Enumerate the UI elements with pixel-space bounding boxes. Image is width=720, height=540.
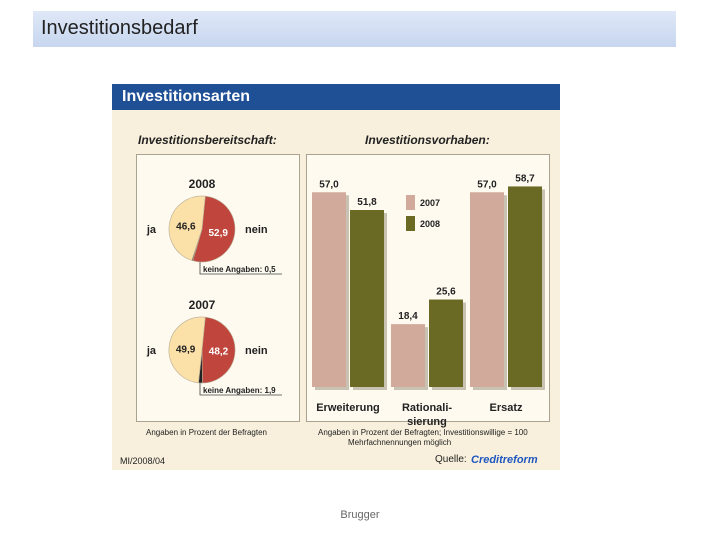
bar-value-2008-Rationalisierung: 25,6	[436, 287, 456, 298]
pie-callout-line	[199, 262, 282, 275]
pie-value-nein: 52,9	[208, 228, 228, 239]
pie-slice-ja-2007	[168, 316, 206, 384]
bar-value-2007-Ersatz: 57,0	[477, 179, 497, 190]
pie-slice-ja-2008	[168, 195, 206, 261]
category-label-Rationalisierung: Rationali-	[402, 402, 452, 414]
bar-2008-Rationalisierung	[429, 299, 463, 387]
figure-banner	[112, 84, 560, 110]
legend-label-2008: 2008	[420, 219, 440, 229]
pie-title-2008: 2008	[189, 177, 216, 191]
left-footnote: Angaben in Prozent der Befragten	[146, 428, 267, 437]
bar-chart: 57,0 51,8 Erweiterung 18,4 25,6 Rationali-sie…	[312, 173, 545, 428]
source-brand: Creditreform	[471, 454, 538, 466]
pie-label-ja: ja	[146, 224, 157, 236]
bar-2007-Rationalisierung	[391, 324, 425, 387]
bar-2007-Ersatz	[470, 192, 504, 387]
bar-value-2007-Erweiterung: 57,0	[319, 179, 339, 190]
right-panel-heading: Investitionsvorhaben:	[365, 133, 490, 147]
category-label-Rationalisierung: sierung	[407, 416, 447, 428]
figure-title: Investitionsarten	[122, 88, 251, 105]
legend-swatch-2007	[406, 195, 415, 210]
figure-code: MI/2008/04	[120, 456, 166, 466]
bar-2008-Erweiterung	[350, 210, 384, 387]
chart-figure: Investitionsarten Investitionsbereitscha…	[112, 84, 560, 470]
category-label-Ersatz: Ersatz	[489, 402, 523, 414]
slide-footer: Brugger	[340, 509, 380, 521]
pie-charts: 2008 46,6 52,9 ja nein keine Angaben: 0,5 2007…	[146, 177, 282, 396]
pie-label-nein: nein	[245, 345, 268, 357]
pie-slice-nein-2008	[192, 195, 236, 263]
pie-slice-nein-2007	[201, 316, 236, 384]
right-footnote-1: Angaben in Prozent der Befragten; Invest…	[318, 428, 528, 437]
pie-value-nein: 48,2	[209, 347, 229, 358]
legend-label-2007: 2007	[420, 198, 440, 208]
category-label-Erweiterung: Erweiterung	[316, 402, 380, 414]
right-footnote-2: Mehrfachnennungen möglich	[348, 438, 452, 447]
pie-value-ja: 46,6	[176, 222, 196, 233]
pie-callout-line	[199, 383, 282, 396]
pie-callout-text: keine Angaben: 0,5	[203, 265, 276, 274]
bar-2008-Ersatz	[508, 186, 542, 387]
slide-title: Investitionsbedarf	[33, 11, 676, 47]
pie-value-ja: 49,9	[176, 344, 196, 355]
pie-label-nein: nein	[245, 224, 268, 236]
left-panel-heading: Investitionsbereitschaft:	[138, 133, 277, 147]
legend-swatch-2008	[406, 216, 415, 231]
pie-label-ja: ja	[146, 345, 157, 357]
bar-value-2007-Rationalisierung: 18,4	[398, 311, 418, 322]
pie-callout-text: keine Angaben: 1,9	[203, 386, 276, 395]
bar-value-2008-Ersatz: 58,7	[515, 173, 535, 184]
pie-title-2007: 2007	[189, 298, 216, 312]
source-label: Quelle:	[435, 454, 467, 465]
bar-value-2008-Erweiterung: 51,8	[357, 197, 377, 208]
bar-2007-Erweiterung	[312, 192, 346, 387]
